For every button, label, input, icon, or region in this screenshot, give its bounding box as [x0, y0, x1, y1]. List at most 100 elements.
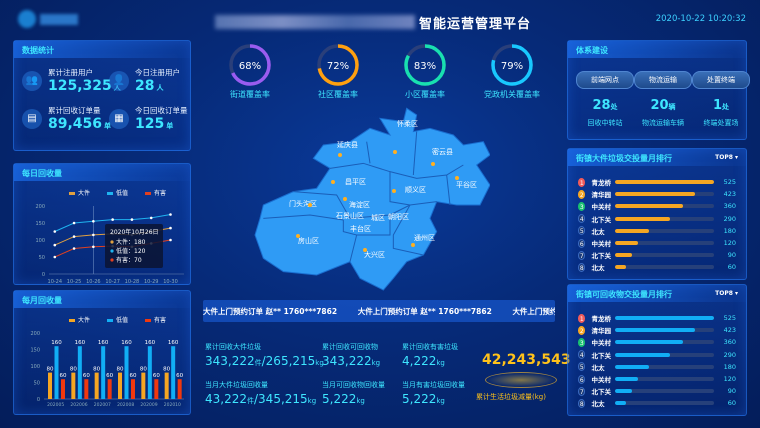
rank-badge: 1 — [578, 313, 586, 323]
gauge-arc — [317, 44, 359, 86]
district-marker[interactable] — [431, 162, 435, 166]
rank-row[interactable]: 6 中关村 120 — [578, 237, 736, 249]
system-chip[interactable]: 前端网点 — [576, 71, 634, 89]
rank-bar — [614, 265, 714, 270]
value: /265,215 — [261, 354, 316, 368]
district-label[interactable]: 石景山区 — [336, 212, 364, 220]
district-label[interactable]: 城区 — [371, 214, 385, 222]
district-label[interactable]: 朝阳区 — [388, 213, 409, 221]
district-label[interactable]: 怀柔区 — [397, 120, 418, 128]
system-value: 28处 — [576, 98, 634, 113]
bar-label: 60 — [176, 373, 183, 379]
bar-大件 — [94, 372, 99, 399]
unit: kg — [436, 359, 445, 367]
district-label[interactable]: 大兴区 — [364, 251, 385, 259]
page-title: 智能运营管理平台 — [215, 12, 531, 32]
legend-swatch — [107, 192, 113, 195]
bar-大件 — [48, 372, 52, 399]
bar-大件 — [71, 372, 76, 399]
bar-label: 80 — [93, 367, 100, 373]
district-marker[interactable] — [363, 248, 367, 252]
district-label[interactable]: 延庆县 — [337, 141, 358, 149]
rank-value: 360 — [723, 338, 736, 347]
district-label[interactable]: 密云县 — [432, 148, 453, 156]
rank-row[interactable]: 3 中关村 360 — [578, 336, 736, 348]
district-marker[interactable] — [411, 243, 415, 247]
bar-label: 60 — [106, 373, 113, 379]
district-label[interactable]: 通州区 — [414, 234, 435, 242]
district-label[interactable]: 海淀区 — [349, 201, 370, 209]
user-icon: 👤 — [109, 70, 129, 91]
rank-value: 525 — [723, 314, 736, 322]
rank-row[interactable]: 2 清华园 423 — [578, 188, 736, 200]
legend-swatch — [145, 319, 151, 322]
rank-row[interactable]: 5 北太 180 — [578, 361, 736, 373]
rank-bar-fill — [614, 352, 670, 357]
district-marker[interactable] — [393, 150, 397, 154]
district-marker[interactable] — [392, 189, 396, 193]
district-marker[interactable] — [455, 176, 459, 180]
top8-dropdown[interactable]: TOP8 ▾ — [715, 154, 738, 161]
system-chip[interactable]: 物流运输 — [634, 71, 692, 89]
system-value: 20辆 — [634, 98, 692, 113]
unit: 件 — [254, 359, 262, 367]
data-point — [72, 235, 76, 238]
beijing-map[interactable] — [250, 105, 490, 295]
daily-panel: 每日回收量 大件 低值 有害 0 50 100 150 200 10-24 10-25 10-26 1… — [13, 163, 191, 285]
system-chip[interactable]: 处置终端 — [692, 71, 750, 89]
rank-bar — [614, 316, 714, 320]
district-label[interactable]: 顺义区 — [405, 186, 426, 194]
district-label[interactable]: 平谷区 — [456, 181, 477, 189]
district-marker[interactable] — [343, 197, 347, 201]
panel-title: 每日回收量 — [14, 164, 190, 181]
bar-label: 160 — [75, 340, 86, 346]
rank-row[interactable]: 7 北下关 90 — [578, 249, 736, 261]
gauge-value: 68% — [239, 61, 261, 72]
legend-label: 大件 — [78, 189, 90, 197]
system-label: 回收中转站 — [587, 119, 623, 127]
district-label[interactable]: 门头沟区 — [289, 200, 317, 208]
rank-row[interactable]: 7 北下关 90 — [578, 385, 736, 397]
district-label[interactable]: 丰台区 — [350, 225, 371, 233]
stat-unit: 单 — [104, 122, 112, 130]
stat-item: ▤ 累计回收订单量 89,456 单 — [22, 105, 111, 132]
district-marker[interactable] — [308, 203, 312, 207]
rank-row[interactable]: 8 北太 60 — [578, 397, 736, 409]
rank-badge: 2 — [578, 325, 586, 335]
district-label[interactable]: 房山区 — [298, 237, 319, 245]
tooltip-row: 大件：180 — [116, 238, 146, 246]
bar-有害 — [107, 379, 112, 399]
rank-name: 青龙桥 — [591, 179, 611, 187]
rank-row[interactable]: 5 北太 180 — [578, 225, 736, 237]
users-icon: 👥 — [22, 70, 42, 91]
district-marker[interactable] — [338, 153, 342, 157]
rank-bar-fill — [614, 389, 632, 394]
rank-row[interactable]: 4 北下关 290 — [578, 213, 736, 225]
legend-swatch — [145, 192, 151, 195]
district-marker[interactable] — [296, 234, 300, 238]
rank-row[interactable]: 1 青龙桥 525 — [578, 312, 736, 324]
top8-dropdown[interactable]: TOP8 ▾ — [715, 290, 738, 297]
rank-row[interactable]: 3 中关村 360 — [578, 200, 736, 212]
unit: 件 — [247, 397, 254, 405]
rank-row[interactable]: 2 清华园 423 — [578, 324, 736, 336]
center-stat-label: 累计回收有害垃圾 — [402, 343, 458, 351]
rank-badge: 5 — [578, 362, 586, 372]
rank-row[interactable]: 6 中关村 120 — [578, 373, 736, 385]
data-point — [169, 226, 172, 230]
bar-大件 — [164, 372, 169, 399]
district-label[interactable]: 昌平区 — [345, 178, 366, 186]
stat-item: ▦ 今日回收订单量 125 单 — [109, 105, 188, 132]
coverage-gauge: 83% 小区覆盖率 — [380, 43, 470, 100]
data-point — [92, 233, 95, 237]
rank-row[interactable]: 1 青龙桥 525 — [578, 176, 736, 188]
district-marker[interactable] — [331, 180, 335, 184]
rank-bar-fill — [614, 180, 714, 184]
stat-number: 125,325 — [48, 78, 112, 94]
rank-value: 60 — [727, 263, 736, 272]
value: 343,222 — [205, 354, 255, 368]
rank-row[interactable]: 4 北下关 290 — [578, 349, 736, 361]
rank-bar-fill — [614, 241, 638, 245]
rank-row[interactable]: 8 北太 60 — [578, 261, 736, 273]
